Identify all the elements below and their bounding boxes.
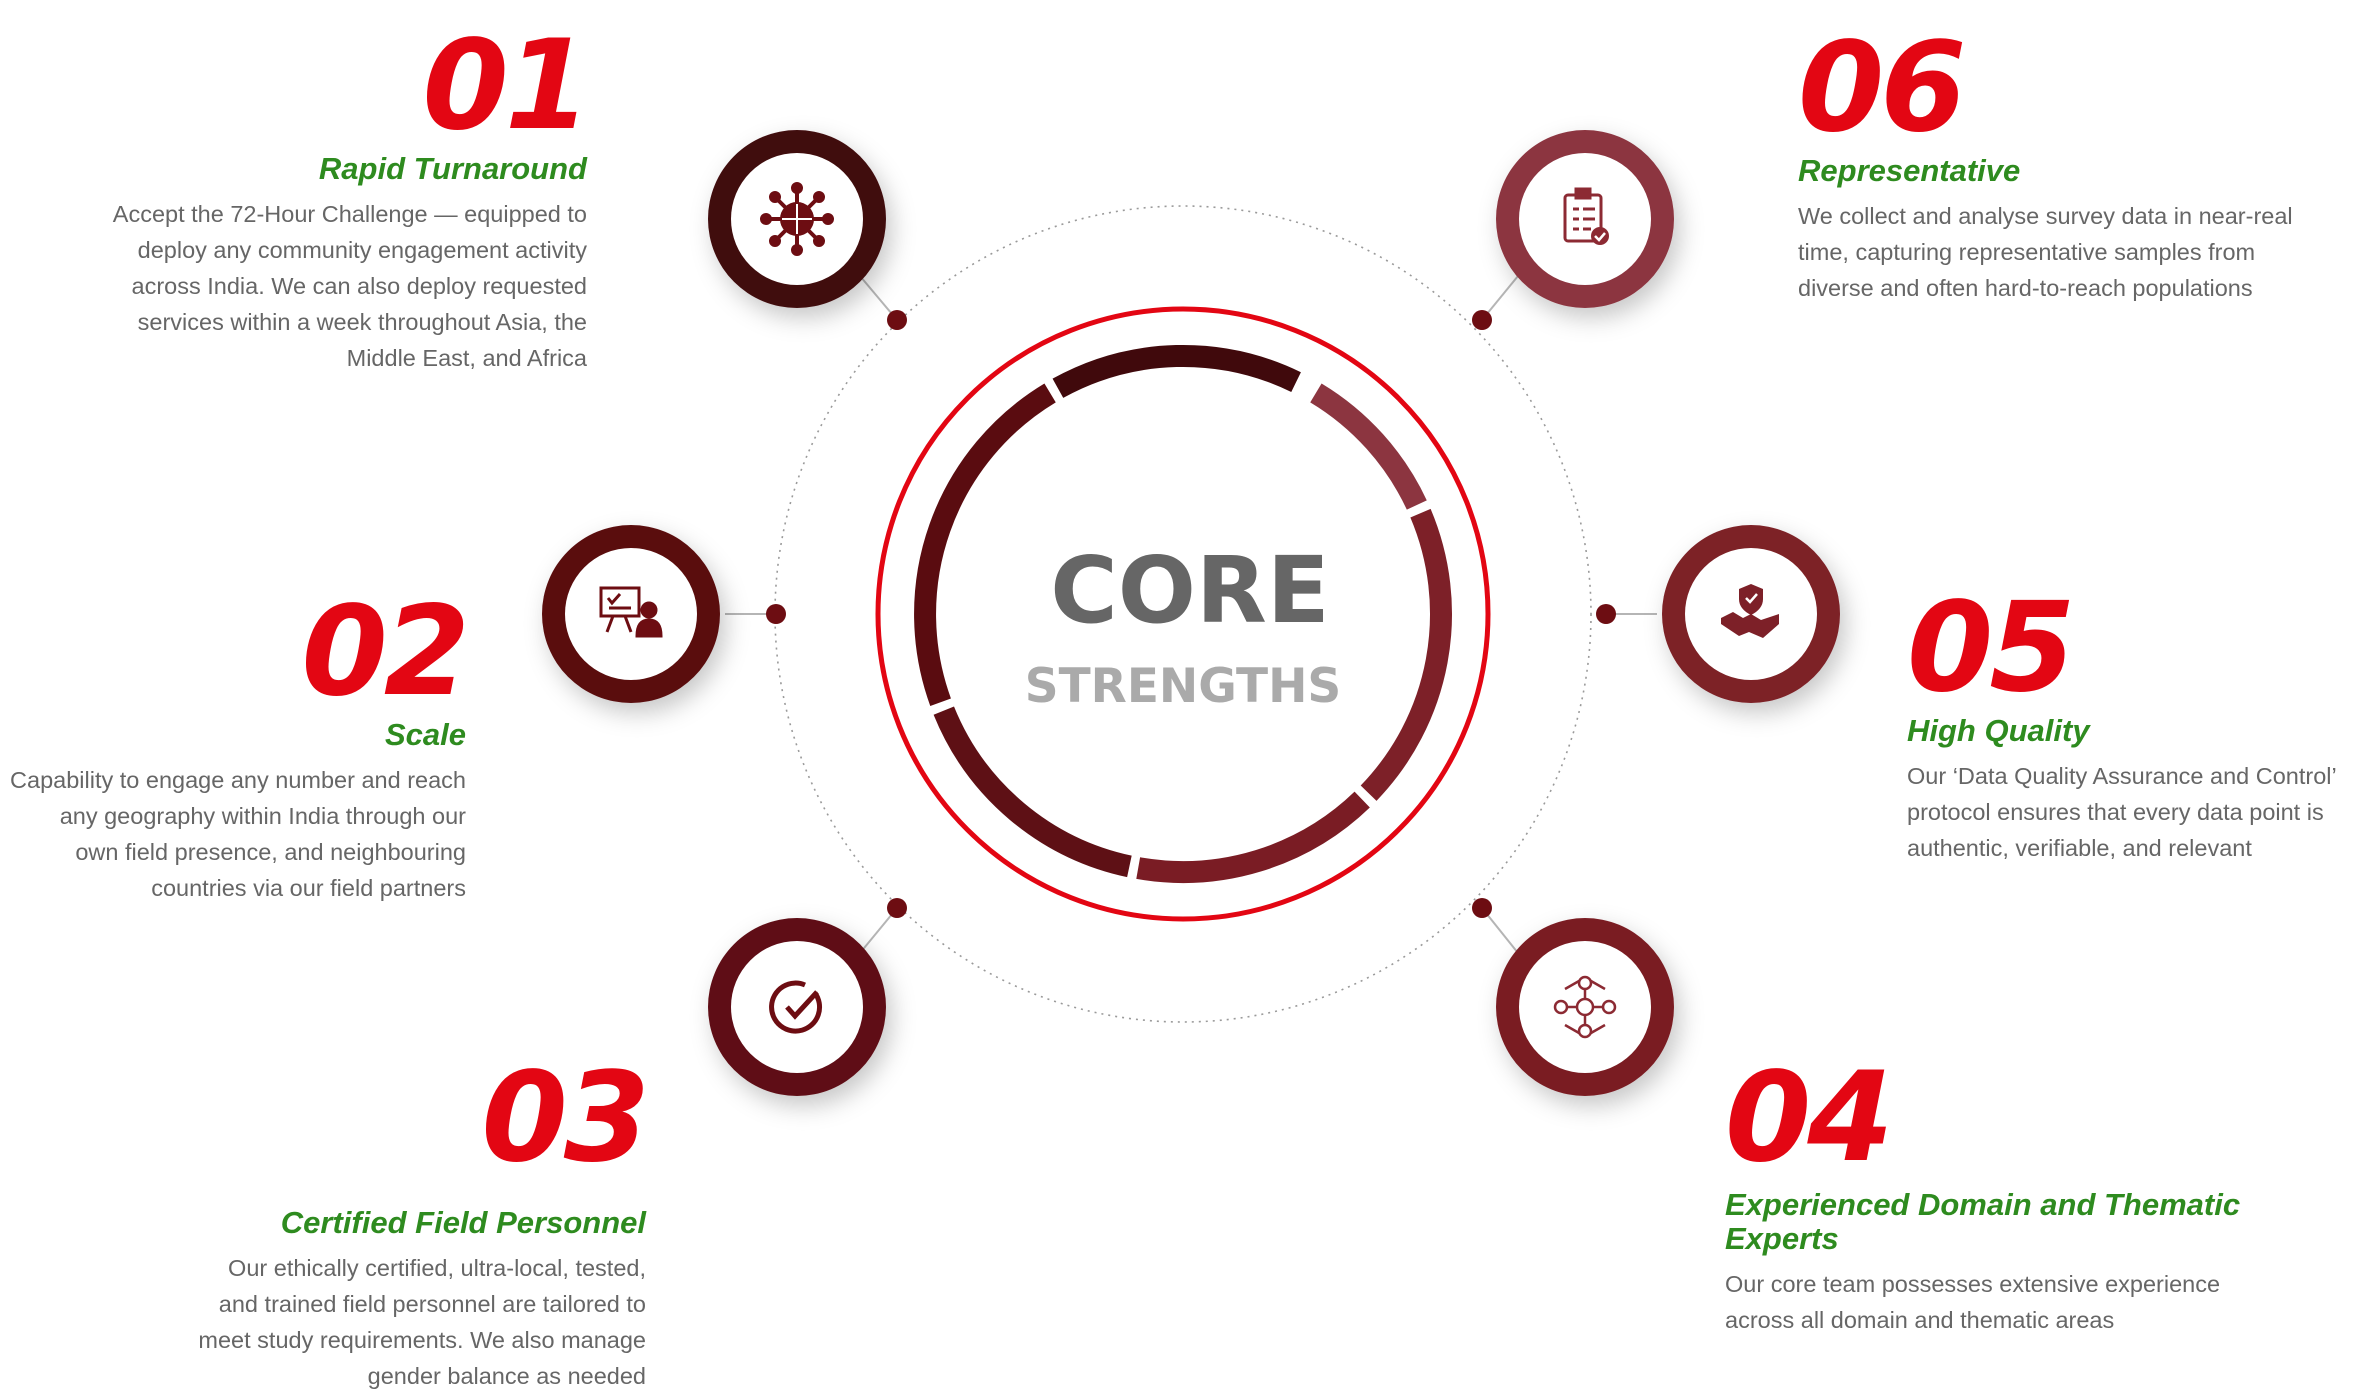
icon-circle-03 — [708, 918, 886, 1096]
desc-02-line: countries via our field partners — [151, 875, 466, 902]
arc-segment-04 — [1136, 791, 1370, 883]
desc-02-line: Capability to engage any number and reac… — [10, 767, 466, 794]
dot-02 — [766, 604, 786, 624]
icon-circle-02 — [542, 525, 720, 703]
desc-03-line: Our ethically certified, ultra-local, te… — [228, 1255, 646, 1282]
strength-06: 06 Representative We collect and analyse… — [1798, 26, 2328, 306]
clipboard-check-icon — [1563, 187, 1609, 245]
desc-06-line: We collect and analyse survey data in ne… — [1798, 203, 2293, 230]
number-02: 02 — [301, 580, 470, 724]
arc-segment-02 — [914, 383, 1056, 706]
timer-check-icon — [769, 980, 823, 1034]
desc-06-line: diverse and often hard-to-reach populati… — [1798, 275, 2253, 302]
desc-04-line: Our core team possesses extensive experi… — [1725, 1271, 2221, 1298]
desc-03-line: meet study requirements. We also manage — [198, 1327, 646, 1354]
desc-01-line: deploy any community engagement activity — [137, 237, 587, 264]
desc-01: Accept the 72-Hour Challenge — equipped … — [0, 196, 587, 376]
title-05: High Quality — [1907, 713, 2090, 748]
icon-circle-04 — [1496, 918, 1674, 1096]
desc-01-line: Middle East, and Africa — [346, 345, 587, 372]
center-subtitle: STRENGTHS — [1025, 659, 1342, 714]
strength-04: 04 Experienced Domain and Thematic Exper… — [1725, 1056, 2345, 1338]
number-03: 03 — [481, 1046, 650, 1190]
desc-05-line: authentic, verifiable, and relevant — [1907, 835, 2252, 862]
dot-03 — [887, 898, 907, 918]
desc-01-line: Accept the 72-Hour Challenge — equipped … — [112, 201, 587, 228]
globe-network-icon — [760, 182, 834, 256]
desc-03-line: gender balance as needed — [367, 1363, 646, 1390]
desc-05-line: Our ‘Data Quality Assurance and Control’ — [1907, 763, 2337, 790]
icon-circle-06 — [1496, 130, 1674, 308]
desc-02-line: own field presence, and neighbouring — [75, 839, 466, 866]
handshake-shield-icon — [1721, 584, 1779, 638]
number-06: 06 — [1798, 16, 1967, 160]
dot-04 — [1472, 898, 1492, 918]
title-02: Scale — [384, 717, 466, 752]
desc-01-line: services within a week throughout Asia, … — [137, 309, 587, 336]
desc-05: Our ‘Data Quality Assurance and Control’… — [1907, 758, 2357, 866]
arc-segment-05 — [1360, 508, 1452, 801]
strength-05: 05 High Quality Our ‘Data Quality Assura… — [1907, 586, 2357, 866]
number-01: 01 — [422, 14, 591, 158]
desc-06-line: time, capturing representative samples f… — [1798, 239, 2256, 266]
arc-segment-06 — [1310, 383, 1427, 510]
strength-01: 01 Rapid Turnaround Accept the 72-Hour C… — [0, 14, 591, 376]
connector-dots — [766, 310, 1616, 918]
desc-01-line: across India. We can also deploy request… — [131, 273, 587, 300]
dot-06 — [1472, 310, 1492, 330]
desc-03-line: and trained field personnel are tailored… — [218, 1291, 646, 1318]
desc-05-line: protocol ensures that every data point i… — [1907, 799, 2324, 826]
title-01: Rapid Turnaround — [318, 151, 587, 186]
number-04: 04 — [1725, 1046, 1894, 1190]
title-04: Experienced Domain and Thematic Experts — [1725, 1187, 2241, 1257]
center-arc-segments — [914, 344, 1452, 883]
strength-03: 03 Certified Field Personnel Our ethical… — [46, 1046, 650, 1394]
connectors — [725, 275, 1657, 954]
title-03: Certified Field Personnel — [280, 1205, 646, 1240]
arc-segment-03 — [933, 706, 1132, 878]
desc-06: We collect and analyse survey data in ne… — [1798, 198, 2328, 306]
desc-04: Our core team possesses extensive experi… — [1725, 1266, 2345, 1338]
dot-05 — [1596, 604, 1616, 624]
outer-red-ring — [875, 306, 1491, 922]
desc-02-line: any geography within India through our — [59, 803, 466, 830]
icon-circle-05 — [1662, 525, 1840, 703]
expert-network-icon — [1553, 975, 1617, 1039]
desc-02: Capability to engage any number and reac… — [0, 762, 466, 906]
dot-01 — [887, 310, 907, 330]
title-06: Representative — [1798, 153, 2021, 188]
presentation-board-icon — [599, 586, 663, 638]
center-title: CORE — [1050, 537, 1329, 644]
icon-circle-01 — [708, 130, 886, 308]
desc-04-line: across all domain and thematic areas — [1725, 1307, 2115, 1334]
arc-segment-01 — [1052, 344, 1301, 398]
desc-03: Our ethically certified, ultra-local, te… — [46, 1250, 646, 1394]
strength-02: 02 Scale Capability to engage any number… — [0, 580, 470, 906]
number-05: 05 — [1907, 576, 2076, 720]
